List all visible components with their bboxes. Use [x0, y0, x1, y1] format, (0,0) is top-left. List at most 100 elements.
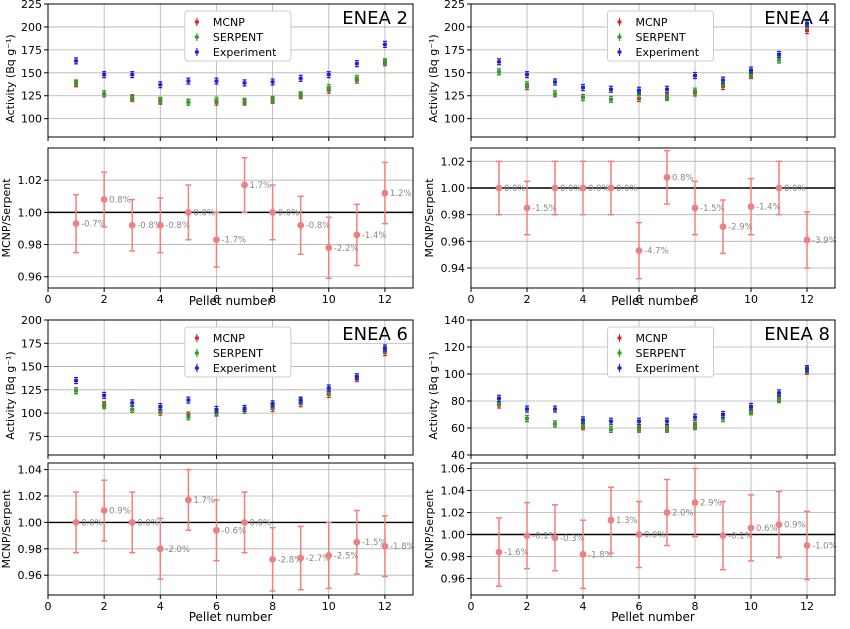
marker — [128, 221, 136, 229]
y-tick-label: 0.98 — [18, 239, 43, 252]
marker — [382, 60, 387, 64]
marker — [805, 367, 809, 371]
data-point-serpent — [581, 93, 585, 102]
legend-item-serpent: SERPENT — [617, 31, 686, 44]
data-point-experiment — [74, 376, 79, 385]
x-tick-label: 10 — [744, 293, 758, 306]
marker — [551, 534, 559, 542]
marker — [213, 236, 220, 244]
marker — [130, 73, 135, 77]
marker — [497, 400, 501, 404]
y-axis-label: MCNP/Serpent — [0, 489, 13, 569]
marker — [523, 204, 531, 212]
ratio-point: -2.0% — [156, 517, 190, 580]
data-point-serpent — [354, 74, 359, 82]
data-point-experiment — [805, 365, 809, 373]
data-label: -0.6% — [221, 526, 246, 536]
marker — [553, 80, 557, 84]
data-point-serpent — [693, 423, 697, 431]
marker — [693, 425, 697, 429]
legend-marker — [617, 336, 622, 340]
marker — [186, 415, 191, 419]
y-tick-label: 175 — [444, 44, 465, 57]
x-tick-label: 8 — [692, 293, 699, 306]
legend-marker — [617, 351, 622, 355]
data-point-experiment — [637, 86, 641, 94]
marker — [721, 413, 725, 416]
marker — [297, 554, 305, 562]
data-label: 0.0% — [278, 208, 300, 218]
y-tick-label: 1.06 — [441, 463, 466, 476]
data-point-experiment — [158, 81, 163, 89]
legend-marker — [617, 50, 622, 54]
marker — [381, 542, 389, 550]
legend-label: Experiment — [636, 46, 700, 59]
marker — [581, 418, 585, 422]
series-ratio: 0.0% 0.9% 0.0% -2.0% 1.7% -0.6% 0.0% -2.8% -2.7%… — [72, 468, 415, 592]
legend-item-serpent: SERPENT — [194, 31, 263, 44]
data-point-experiment — [749, 66, 753, 74]
enea8-activity-plot: 40 60 80 100 120 140 Activity (Bq g⁻¹) MCNP SERP… — [427, 314, 836, 462]
legend-label: SERPENT — [213, 347, 263, 360]
y-tick-label: 100 — [444, 113, 465, 126]
data-point-experiment — [497, 394, 501, 402]
data-label: -1.5% — [700, 204, 725, 214]
marker — [242, 406, 247, 410]
x-tick-label: 8 — [692, 600, 699, 613]
data-point-serpent — [186, 413, 191, 421]
marker — [297, 221, 305, 229]
data-point-serpent — [74, 79, 79, 87]
ratio-point: -1.8% — [381, 515, 415, 578]
data-label: -0.1% — [532, 532, 557, 542]
marker — [102, 404, 107, 408]
marker — [270, 402, 275, 406]
x-tick-label: 2 — [101, 600, 108, 613]
ratio-point: -0.6% — [213, 499, 246, 562]
data-point-serpent — [298, 91, 303, 99]
marker — [74, 59, 79, 63]
data-point-experiment — [354, 373, 359, 381]
marker — [158, 408, 163, 412]
x-tick-label: 10 — [322, 600, 336, 613]
marker — [635, 247, 643, 255]
x-tick-label: 4 — [157, 293, 164, 306]
enea8-ratio-plot: 0 2 4 6 8 10 12 0.96 0.98 1.00 1.02 1.04 1.06 MCNP/Se… — [423, 462, 837, 624]
marker — [130, 96, 135, 100]
ratio-point: 1.3% — [607, 486, 638, 554]
series-ratio: -1.6%-0.1% -0.3%-1.8%1.3%0.0%2.0%2.9%-0.1… — [495, 467, 837, 590]
data-label: -0.1% — [728, 532, 753, 542]
ratio-point: -2.9% — [719, 199, 753, 255]
data-point-experiment — [270, 400, 275, 408]
marker — [579, 550, 587, 558]
enea4-ratio-plot: 0 2 4 6 8 10 12 0.94 0.96 0.98 1.00 1.02 MCNP/Serpen… — [423, 147, 837, 308]
legend-label: Experiment — [636, 362, 700, 375]
data-point-serpent — [609, 425, 613, 433]
legend: MCNP SERPENT Experiment — [184, 10, 292, 62]
marker — [749, 410, 753, 414]
data-point-serpent — [242, 97, 247, 105]
x-tick-label: 12 — [378, 293, 392, 306]
y-tick-label: 225 — [21, 0, 42, 11]
legend-box — [184, 10, 292, 62]
ratio-point: -2.5% — [325, 521, 358, 590]
legend-label: SERPENT — [213, 31, 263, 44]
x-axis-label: Pellet number — [611, 610, 695, 624]
marker — [102, 92, 107, 96]
marker — [326, 386, 331, 390]
axes-frame — [47, 319, 414, 456]
marker — [691, 204, 699, 212]
ratio-point: -4.7% — [635, 221, 669, 280]
marker — [354, 62, 359, 66]
ratio-point: -0.3% — [551, 504, 585, 572]
marker — [637, 93, 641, 97]
y-tick-label: 140 — [444, 314, 465, 327]
data-point-experiment — [298, 74, 303, 82]
y-tick-label: 0.94 — [441, 262, 466, 275]
y-axis-label: MCNP/Serpent — [423, 489, 436, 569]
y-axis-label: Activity (Bq g⁻¹) — [4, 351, 17, 439]
marker — [495, 184, 503, 192]
y-tick-label: 75 — [28, 430, 42, 443]
legend-item-mcnp: MCNP — [617, 332, 668, 345]
ratio-point: -0.8% — [297, 195, 330, 255]
y-tick-label: 175 — [21, 44, 42, 57]
